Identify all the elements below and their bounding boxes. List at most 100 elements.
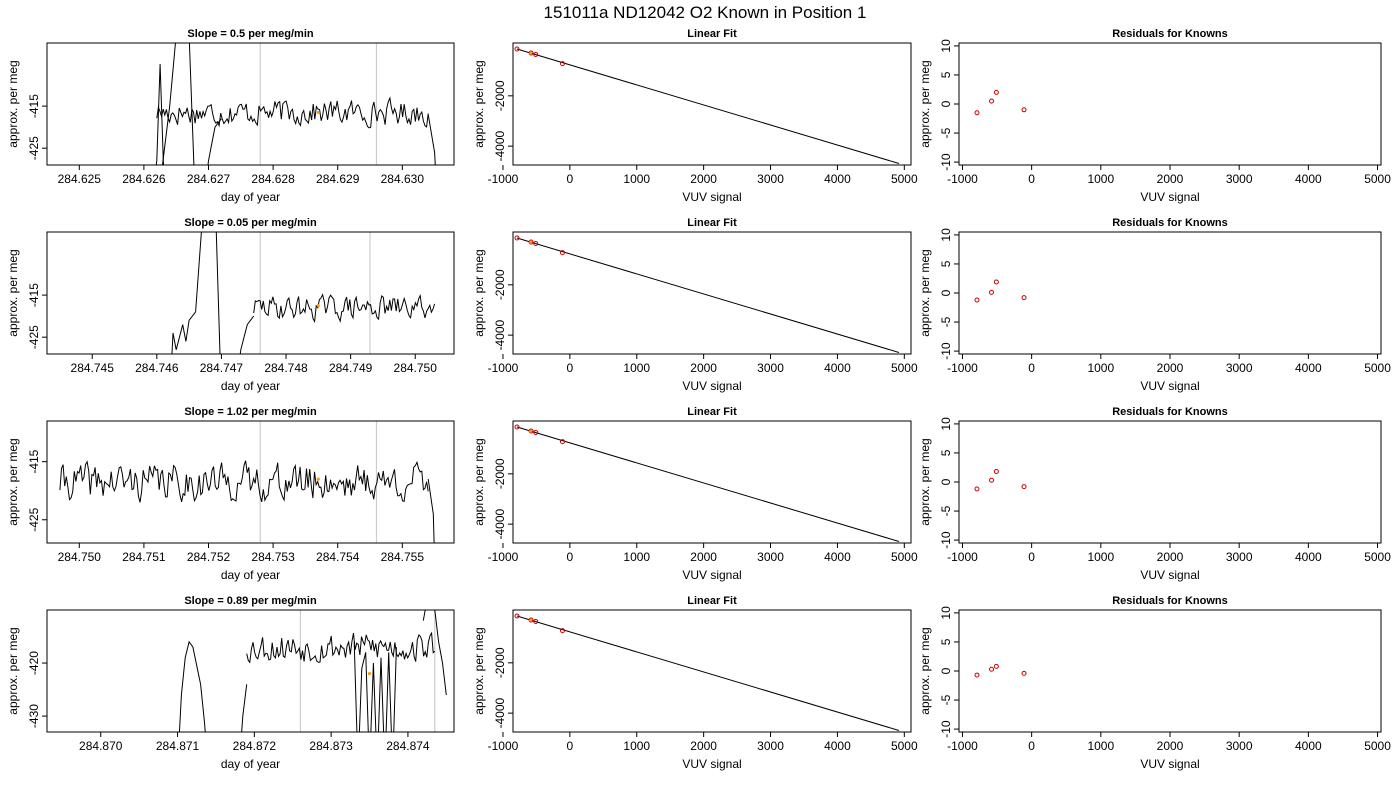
y-axis-label: approx. per meg	[918, 438, 932, 525]
sample-mark	[367, 672, 372, 676]
x-tick-label: 3000	[1226, 739, 1253, 753]
plot-frame	[958, 42, 1382, 166]
y-axis-label: approx. per meg	[472, 249, 486, 336]
x-tick-label: -1000	[947, 172, 978, 186]
y-tick-label: 0	[939, 667, 953, 674]
sample-mark	[316, 477, 320, 481]
x-tick-label: 1000	[623, 361, 650, 375]
data-point	[533, 429, 539, 435]
series-trace-segment	[161, 43, 195, 165]
series-trace-segment	[195, 232, 221, 354]
fit-line	[516, 426, 900, 542]
plot-area	[514, 235, 900, 353]
y-axis-label: approx. per meg	[6, 60, 20, 147]
y-axis-label: approx. per meg	[918, 60, 932, 147]
panel-linear-fit-row4: Linear Fit -1000 0 1000 2000 3000 4000 5000 -400…	[472, 595, 918, 771]
panel-title: Residuals for Knowns	[1112, 28, 1228, 40]
panel-trace-row4: Slope = 0.89 per meg/min 284.870 284.871 28…	[6, 595, 455, 771]
x-axis-label: day of year	[221, 379, 280, 393]
data-point	[974, 486, 980, 492]
y-tick-label: 0	[939, 100, 953, 107]
x-tick-label: 284.750	[394, 361, 438, 375]
y-tick-label: 5	[939, 449, 953, 456]
data-point	[528, 617, 534, 623]
y-tick-label: -10	[939, 720, 953, 738]
x-tick-label: 284.752	[187, 550, 231, 564]
x-tick-label: 284.874	[386, 739, 430, 753]
plot-frame	[512, 42, 912, 166]
x-tick-label: 284.749	[329, 361, 373, 375]
data-point	[989, 289, 995, 295]
panel-linear-fit-row2: Linear Fit -1000 0 1000 2000 3000 4000 5000 -400…	[472, 217, 918, 393]
x-tick-label: 0	[1028, 550, 1035, 564]
panel-title: Residuals for Knowns	[1112, 595, 1228, 607]
data-point	[514, 613, 520, 619]
x-axis-label: VUV signal	[1140, 757, 1199, 771]
x-tick-label: 284.873	[309, 739, 353, 753]
x-tick-label: 0	[567, 739, 574, 753]
y-tick-label: -5	[939, 505, 953, 516]
y-tick-label: -5	[939, 127, 953, 138]
plot-frame	[46, 42, 455, 166]
x-tick-label: 284.628	[251, 172, 295, 186]
data-point	[1021, 295, 1027, 301]
x-tick-label: 284.751	[122, 550, 166, 564]
x-tick-label: 284.625	[58, 172, 102, 186]
x-tick-label: 2000	[690, 361, 717, 375]
data-point	[974, 672, 980, 678]
plot-frame	[958, 609, 1382, 733]
x-tick-label: -1000	[488, 172, 519, 186]
panel-residuals-row2: Residuals for Knowns -1000 0 1000 2000 3000 40…	[918, 217, 1391, 393]
y-tick-label: 5	[939, 260, 953, 267]
y-tick-label: 0	[939, 478, 953, 485]
x-tick-label: 3000	[757, 361, 784, 375]
y-tick-label: -415	[27, 283, 41, 307]
x-tick-label: 3000	[1226, 361, 1253, 375]
x-tick-label: 5000	[1364, 172, 1391, 186]
x-tick-label: 0	[567, 550, 574, 564]
x-axis-label: day of year	[221, 568, 280, 582]
y-axis-label: approx. per meg	[6, 249, 20, 336]
plot-frame	[46, 231, 455, 355]
x-tick-label: 284.750	[58, 550, 102, 564]
panel-linear-fit-row3: Linear Fit -1000 0 1000 2000 3000 4000 5000 -400…	[472, 406, 918, 582]
series-trace-segment	[241, 684, 248, 732]
y-tick-label: -420	[27, 651, 41, 675]
x-tick-label: 0	[1028, 172, 1035, 186]
x-tick-label: 284.755	[381, 550, 425, 564]
fit-line	[516, 615, 900, 731]
panel-title: Residuals for Knowns	[1112, 406, 1228, 418]
plot-frame	[512, 231, 912, 355]
y-axis-label: approx. per meg	[918, 249, 932, 336]
data-point	[993, 279, 999, 285]
data-point	[514, 46, 520, 52]
data-point	[993, 469, 999, 475]
y-tick-label: -425	[27, 325, 41, 349]
x-tick-label: 2000	[1157, 739, 1184, 753]
plot-area	[171, 232, 436, 354]
x-tick-label: 3000	[757, 172, 784, 186]
x-tick-label: 284.871	[156, 739, 200, 753]
panel-title: Slope = 0.5 per meg/min	[187, 28, 314, 40]
x-tick-label: -1000	[488, 361, 519, 375]
x-tick-label: 284.870	[79, 739, 123, 753]
x-tick-label: 2000	[690, 739, 717, 753]
series-trace-segment	[353, 641, 397, 732]
data-point	[993, 89, 999, 95]
plot-area	[59, 421, 435, 543]
series-trace-segment	[178, 640, 206, 732]
panel-trace-row2: Slope = 0.05 per meg/min 284.745 284.746 28…	[6, 217, 455, 393]
x-tick-label: 2000	[1157, 550, 1184, 564]
x-tick-label: 5000	[891, 361, 918, 375]
x-axis-label: day of year	[221, 757, 280, 771]
y-axis-label: approx. per meg	[6, 627, 20, 714]
x-tick-label: 1000	[623, 739, 650, 753]
plot-area	[155, 43, 436, 165]
x-tick-label: 1000	[1087, 550, 1114, 564]
data-point	[528, 50, 534, 56]
y-tick-label: 10	[939, 417, 953, 431]
y-tick-label: -4000	[493, 319, 507, 350]
y-tick-label: 10	[939, 606, 953, 620]
data-point	[514, 424, 520, 430]
x-tick-label: 4000	[1295, 361, 1322, 375]
